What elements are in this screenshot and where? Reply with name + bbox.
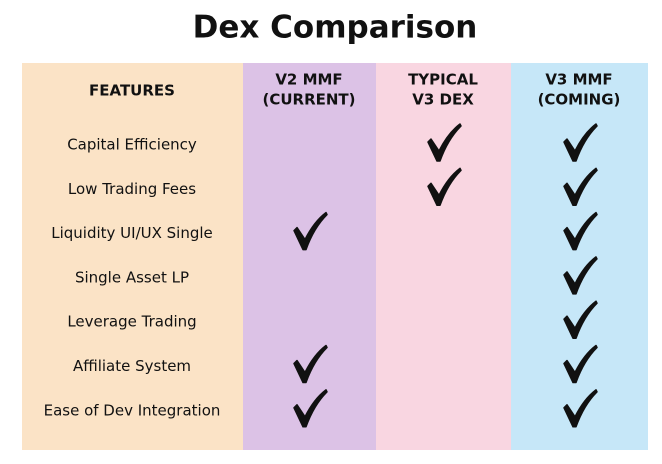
feature-label: Liquidity UI/UX Single [51,224,213,242]
column-header: V2 MMF [275,71,342,89]
feature-label: Affiliate System [73,357,191,375]
check-mark [563,300,598,339]
feature-label: Single Asset LP [75,268,189,286]
feature-label: Capital Efficiency [67,136,197,154]
feature-label: Leverage Trading [67,313,196,331]
check-mark [563,167,598,207]
check-mark [293,389,328,428]
column-bg [376,63,511,450]
check-mark [427,167,462,207]
column-header: V3 DEX [412,91,474,109]
check-mark [563,256,598,295]
column-header: (COMING) [538,91,621,109]
check-mark [563,389,598,428]
check-mark [563,211,598,251]
column-bg [511,63,648,450]
column-header: FEATURES [89,82,175,100]
check-mark [563,123,598,162]
column-header: TYPICAL [408,71,478,89]
column-bg [243,63,376,450]
check-mark [293,344,328,384]
check-mark [563,344,598,384]
column-bg [22,63,243,450]
feature-label: Low Trading Fees [68,180,196,198]
column-header: V3 MMF [545,71,612,89]
check-mark [293,211,328,251]
column-header: (CURRENT) [262,91,355,109]
feature-label: Ease of Dev Integration [44,401,221,419]
title: Dex Comparison [193,10,478,46]
check-mark [427,123,462,162]
